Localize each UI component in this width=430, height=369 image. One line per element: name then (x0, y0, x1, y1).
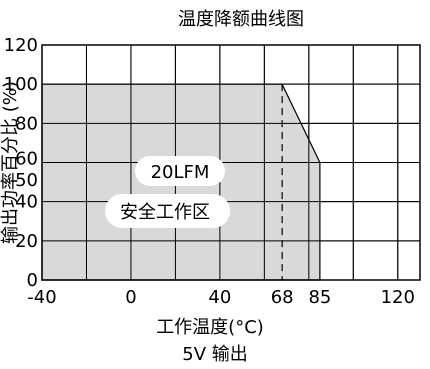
x-tick-label: 85 (308, 287, 331, 308)
annotation-group: 20LFM 安全工作区 (105, 156, 230, 228)
annotation-box-20lfm (135, 156, 225, 186)
x-tick-labels: -40 0 40 68 85 120 (27, 287, 415, 308)
y-axis-label: 输出功率百分比 (%) (0, 81, 21, 244)
y-tick-label: 50 (15, 170, 38, 191)
annotation-20lfm: 20LFM (151, 162, 210, 183)
x-tick-label: 40 (208, 287, 231, 308)
chart-title: 温度降额曲线图 (178, 9, 304, 30)
y-tick-label: 100 (4, 74, 38, 95)
y-tick-label: 0 (27, 270, 38, 291)
plot-frame (41, 44, 421, 281)
x-tick-label: 120 (381, 287, 415, 308)
y-tick-label: 120 (4, 35, 38, 56)
annotation-box-safe-zone (105, 194, 230, 228)
annotation-safe-operating-area: 安全工作区 (120, 202, 210, 223)
series-group (41, 45, 420, 281)
x-axis-label: 工作温度(°C) (156, 317, 264, 338)
y-tick-label: 80 (15, 113, 38, 134)
y-tick-label: 20 (15, 231, 38, 252)
x-tick-label: 68 (271, 287, 294, 308)
x-tick-label: -40 (27, 287, 56, 308)
chart-subtitle: 5V 输出 (182, 344, 248, 365)
x-tick-label: 0 (125, 287, 136, 308)
y-tick-label: 60 (15, 149, 38, 170)
y-tick-label: 40 (15, 192, 38, 213)
